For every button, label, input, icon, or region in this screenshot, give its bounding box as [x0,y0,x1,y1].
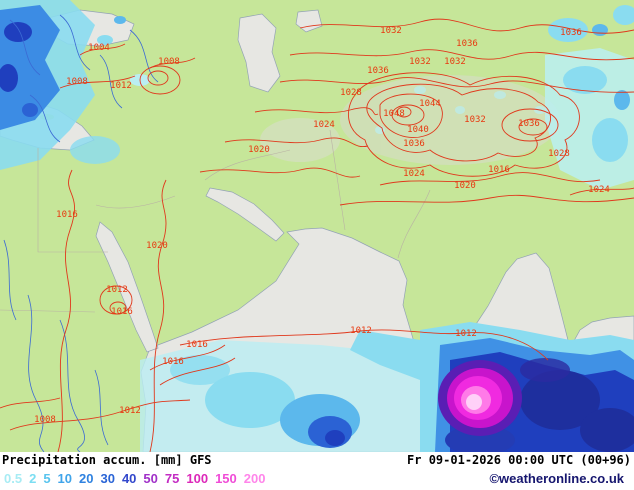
info-row: Precipitation accum. [mm] GFS Fr 09-01-2… [2,453,631,467]
isobar-label: 1016 [186,340,208,350]
isobar-label: 1036 [456,39,478,49]
isobar-label: 1024 [313,120,335,130]
isobar-label: 1020 [248,145,270,155]
isobar-label: 1012 [350,326,372,336]
isobar-label: 1024 [403,169,425,179]
legend-value: 10 [57,471,73,486]
legend-value: 0.5 [4,471,23,486]
isobar-label: 1012 [119,406,141,416]
legend-value: 75 [164,471,180,486]
isobar-label: 1024 [588,185,610,195]
terrain-shading [260,75,560,165]
isobar-label: 1012 [106,285,128,295]
isobar-label: 1036 [367,66,389,76]
legend-value: 5 [43,471,51,486]
legend-value: 40 [121,471,137,486]
isobar-label: 1016 [56,210,78,220]
legend-value: 30 [100,471,115,486]
isobar-label: 1016 [162,357,184,367]
isobar-label: 1008 [66,77,88,87]
isobar-label: 1032 [380,26,402,36]
isobar-label: 1044 [419,99,441,109]
isobar-label: 1036 [403,139,425,149]
precip-legend: 0.5 2 5 10 20 30 40 50 75 100 150 200 ©weatheronline… [4,471,631,486]
isobar-label: 1040 [407,125,429,135]
isobar-label: 1004 [88,43,110,53]
isobar-label: 1048 [383,109,405,119]
weather-map: 1004100810081012101610201012101610161016… [0,0,634,452]
legend-value: 50 [143,471,158,486]
isobar-label: 1008 [34,415,56,425]
isobar-label: 1008 [158,57,180,67]
isobar-label: 1020 [454,181,476,191]
isobar-label: 1036 [518,119,540,129]
contour-labels: 1004100810081012101610201012101610161016… [34,26,610,425]
isobar-label: 1012 [110,81,132,91]
isobar-label: 1036 [560,28,582,38]
isobar-label: 1016 [111,307,133,317]
isobar-label: 1028 [548,149,570,159]
blue-contours [3,14,159,452]
legend-value: 150 [215,471,237,486]
country-borders [0,129,431,313]
legend-value: 2 [29,471,37,486]
isobar-label: 1028 [340,88,362,98]
map-area: 1004 1008 1008 1012 1016 1020 1012 1016 1016 1016… [0,0,634,452]
legend-value: 200 [243,471,266,486]
isobar-label: 1032 [409,57,431,67]
isobar-label: 1020 [146,241,168,251]
isobar-label: 1032 [464,115,486,125]
isobar-label: 1016 [488,165,510,175]
map-datetime: Fr 09-01-2026 00:00 UTC (00+96) [407,453,631,467]
isobar-label: 1032 [444,57,466,67]
status-bar: Precipitation accum. [mm] GFS Fr 09-01-2… [0,452,634,490]
copyright-text: ©weatheronline.co.uk [489,471,624,486]
isobar-label: 1012 [455,329,477,339]
map-title: Precipitation accum. [mm] GFS [2,453,212,467]
legend-value: 20 [79,471,94,486]
isobar-contours [0,18,634,452]
legend-value: 100 [186,471,209,486]
